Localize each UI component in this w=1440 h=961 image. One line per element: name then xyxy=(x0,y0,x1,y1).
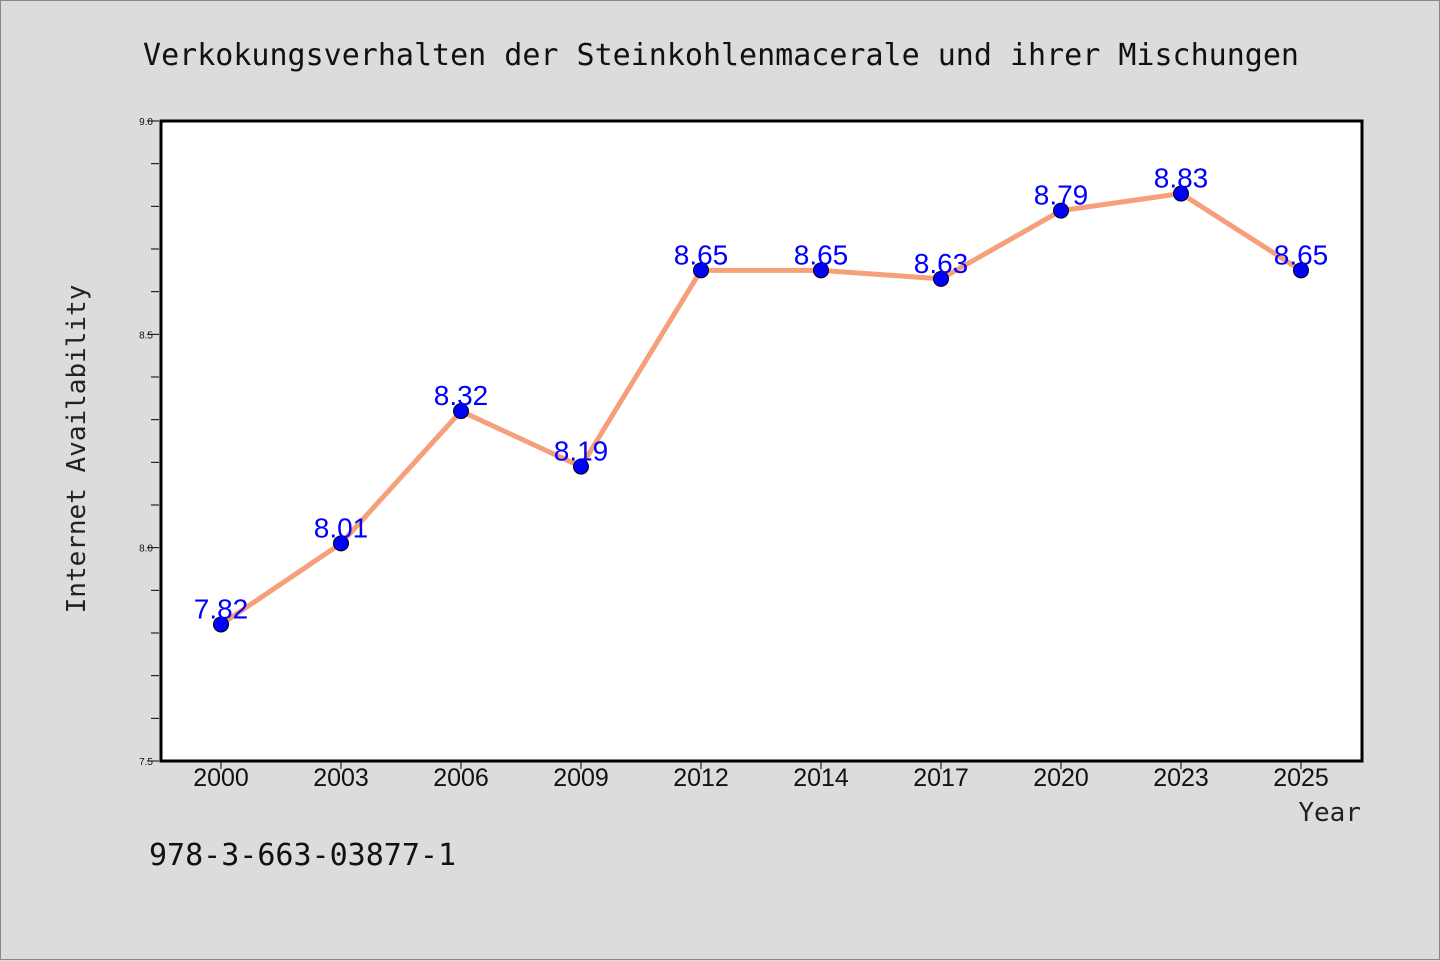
data-point xyxy=(573,458,589,475)
y-tick-label: 8.0 xyxy=(139,544,153,555)
series-markers xyxy=(213,185,1309,633)
isbn-label: 978-3-663-03877-1 xyxy=(149,838,456,873)
plot-frame xyxy=(159,119,1364,763)
data-point xyxy=(1053,202,1069,219)
data-point xyxy=(693,262,709,279)
data-label: 8.01 xyxy=(314,512,369,543)
y-tick-label: 9.0 xyxy=(139,117,153,128)
x-tick-label: 2012 xyxy=(673,764,729,792)
y-axis: 7.5 8.0 8.5 9.0 xyxy=(139,117,159,768)
x-tick-label: 2025 xyxy=(1273,764,1329,792)
data-label: 8.63 xyxy=(914,248,969,279)
data-point xyxy=(1293,262,1309,279)
data-point xyxy=(1173,185,1189,202)
data-label: 8.65 xyxy=(794,239,849,270)
data-label: 7.82 xyxy=(194,593,249,624)
x-axis-title: Year xyxy=(1298,798,1361,828)
plot-area xyxy=(161,121,1362,761)
series-line xyxy=(218,191,1304,627)
data-label: 8.65 xyxy=(674,239,729,270)
data-label: 8.79 xyxy=(1034,180,1089,211)
data-label: 8.83 xyxy=(1154,163,1209,194)
y-axis-title: Internet Availability xyxy=(62,285,92,614)
data-label: 8.32 xyxy=(434,380,489,411)
data-point xyxy=(813,262,829,279)
data-label: 8.65 xyxy=(1274,239,1329,270)
data-point xyxy=(933,270,949,287)
data-point xyxy=(333,535,349,552)
x-tick-label: 2000 xyxy=(193,764,249,792)
data-label: 8.19 xyxy=(554,436,609,467)
data-labels: 7.82 8.01 8.32 8.19 8.65 8.65 8.63 8.79 8.83 8.65 xyxy=(194,163,1329,625)
x-tick-label: 2020 xyxy=(1033,764,1089,792)
data-point xyxy=(453,403,469,420)
y-tick-label: 7.5 xyxy=(139,757,153,768)
data-point xyxy=(213,616,229,633)
chart-title: Verkokungsverhalten der Steinkohlenmacer… xyxy=(143,38,1299,73)
x-tick-label: 2017 xyxy=(913,764,969,792)
x-axis: 2000 2003 2006 2009 2012 2014 2017 2020 2023 2025 xyxy=(193,761,1329,792)
y-tick-label: 8.5 xyxy=(139,330,153,341)
x-tick-label: 2014 xyxy=(793,764,849,792)
x-tick-label: 2006 xyxy=(433,764,489,792)
x-tick-label: 2009 xyxy=(553,764,609,792)
x-tick-label: 2023 xyxy=(1153,764,1209,792)
x-tick-label: 2003 xyxy=(313,764,369,792)
